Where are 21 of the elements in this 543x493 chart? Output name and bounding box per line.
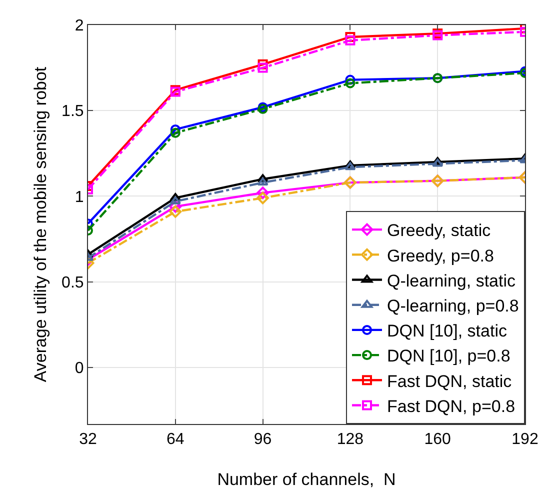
legend-label: Q-learning, static (387, 271, 516, 290)
y-tick-label: 1 (74, 188, 84, 206)
x-tick-label: 96 (254, 431, 272, 448)
legend-label: DQN [10], p=0.8 (387, 346, 510, 366)
x-tick-label: 160 (424, 431, 452, 448)
x-tick-label: 128 (336, 431, 364, 448)
legend-label: Fast DQN, p=0.8 (387, 396, 516, 416)
x-tick-label: 192 (512, 431, 538, 448)
y-tick-label: 1.5 (62, 103, 84, 120)
legend-label: Greedy, p=0.8 (387, 246, 494, 266)
legend-label: Fast DQN, static (387, 372, 512, 391)
legend-label: Greedy, static (387, 221, 492, 240)
x-axis-title: Number of channels, N (217, 470, 396, 489)
legend-label: Q-learning, p=0.8 (387, 296, 519, 316)
legend-label: DQN [10], static (387, 322, 508, 341)
y-tick-label: 0 (74, 360, 84, 378)
x-tick-label: 32 (79, 431, 97, 448)
y-tick-label: 0.5 (62, 274, 84, 292)
x-tick-label: 64 (166, 431, 184, 448)
y-axis-title: Average utility of the mobile sensing robot (31, 66, 50, 382)
y-tick-label: 2 (74, 18, 84, 35)
